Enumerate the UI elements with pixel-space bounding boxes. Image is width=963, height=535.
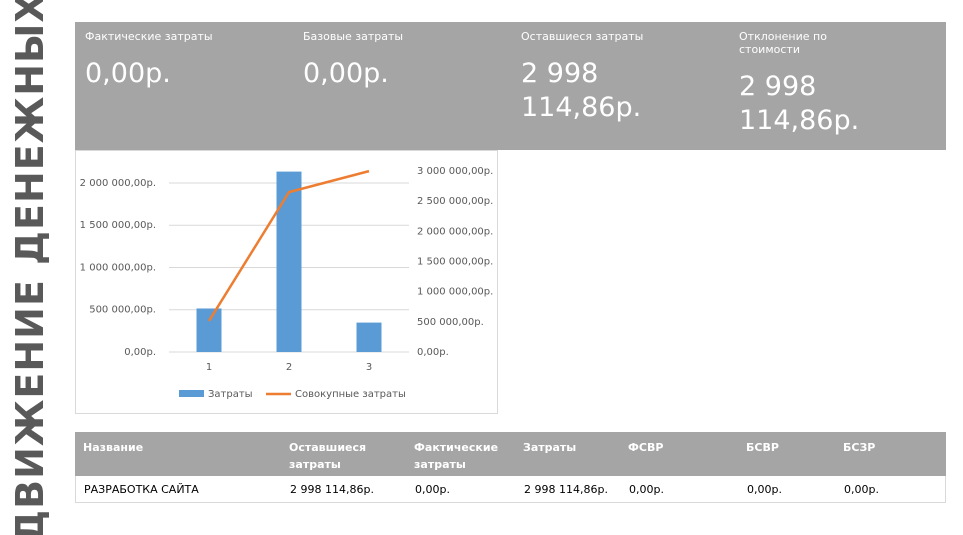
table-cell: Название (83, 441, 144, 454)
y2-tick-label: 500 000,00р. (417, 317, 484, 328)
table-header: Название Оставшиеся затраты Фактические за… (75, 432, 946, 476)
x-tick-label: 2 (286, 362, 292, 373)
y2-tick-label: 1 000 000,00р. (417, 287, 493, 298)
y-tick-label: 1 500 000,00р. (80, 220, 156, 231)
table-cell: Фактические затраты (414, 441, 499, 471)
y2-tick-label: 2 500 000,00р. (417, 196, 493, 207)
x-tick-label: 3 (366, 362, 372, 373)
kpi-value: 2 998 114,86р. (739, 71, 860, 136)
y-tick-label: 0,00р. (124, 347, 156, 358)
x-tick-label: 1 (206, 362, 212, 373)
legend-label: Совокупные затраты (295, 389, 406, 400)
table-cell: РАЗРАБОТКА САЙТА (84, 483, 199, 496)
y-tick-label: 2 000 000,00р. (80, 178, 156, 189)
kpi-value: 0,00р. (85, 58, 171, 89)
kpi-label: Базовые затраты (303, 30, 404, 43)
table-cell: 2 998 114,86р. (524, 483, 608, 496)
kpi: Отклонение по стоимости 2 998 114,86р. (739, 30, 879, 138)
kpi: Базовые затраты 0,00р. (303, 30, 503, 91)
legend-swatch (179, 390, 204, 397)
table-cell: Затраты (523, 441, 577, 454)
bar (276, 171, 302, 352)
table-cell: 0,00р. (629, 483, 664, 496)
table-cell: 2 998 114,86р. (290, 483, 374, 496)
table-cell: ФСВР (628, 441, 664, 454)
y2-tick-label: 0,00р. (417, 347, 449, 358)
y-tick-label: 500 000,00р. (89, 305, 156, 316)
kpi-label: Оставшиеся затраты (521, 30, 644, 43)
kpi-value: 2 998 114,86р. (521, 58, 642, 123)
line (207, 169, 370, 322)
table-cell: 0,00р. (844, 483, 879, 496)
bar (196, 308, 222, 352)
table-cell: Оставшиеся затраты (289, 441, 367, 471)
y-tick-label: 1 000 000,00р. (80, 262, 156, 273)
table-cell: БСЗР (843, 441, 876, 454)
y2-tick-label: 3 000 000,00р. (417, 166, 493, 177)
kpi-label: Отклонение по стоимости (739, 30, 827, 56)
kpi: Оставшиеся затраты 2 998 114,86р. (521, 30, 661, 125)
table-cell: 0,00р. (415, 483, 450, 496)
kpi-band: Фактические затраты 0,00р. Базовые затрат… (75, 22, 946, 150)
table-cell: БСВР (746, 441, 779, 454)
table: Название Оставшиеся затраты Фактические за… (75, 432, 946, 503)
y2-tick-label: 1 500 000,00р. (417, 257, 493, 268)
legend-label: Затраты (208, 389, 253, 400)
page-title: ДВИЖЕНИЕ ДЕНЕЖНЫХ (8, 0, 52, 535)
kpi-value: 0,00р. (303, 58, 389, 89)
kpi-label: Фактические затраты (85, 30, 213, 43)
chart: 0,00р. 500 000,00р. 1 000 000,00р. 1 500 00… (75, 150, 498, 414)
table-cell: 0,00р. (747, 483, 782, 496)
table-row: РАЗРАБОТКА САЙТА 2 998 114,86р. 0,00р. 2 99… (75, 476, 946, 503)
bar (356, 322, 382, 352)
kpi: Фактические затраты 0,00р. (85, 30, 285, 91)
y2-tick-label: 2 000 000,00р. (417, 226, 493, 237)
